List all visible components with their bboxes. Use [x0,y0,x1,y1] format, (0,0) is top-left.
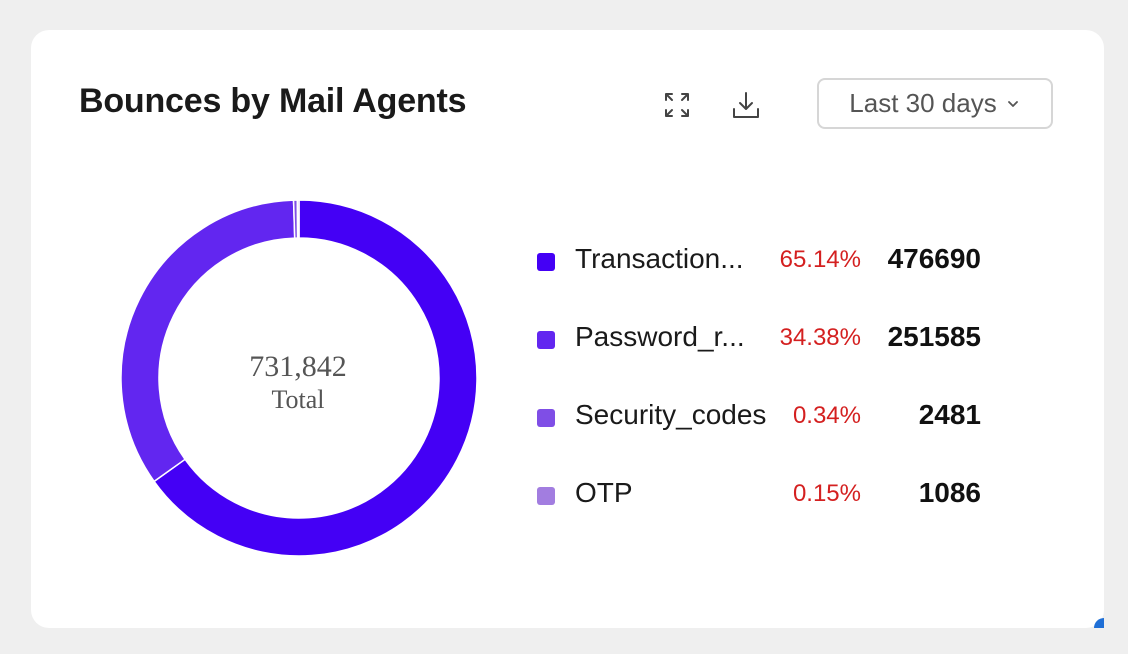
legend-item[interactable]: OTP 0.15% 1086 [537,471,981,549]
legend-name: OTP [575,477,633,508]
download-button[interactable] [726,85,766,125]
date-range-label: Last 30 days [849,88,997,118]
legend-percent: 0.15% [792,480,861,507]
donut-slice[interactable] [153,199,478,557]
chevron-down-icon [1007,97,1021,111]
legend-value: 476690 [887,243,981,274]
legend-swatch [537,253,555,271]
download-icon [733,92,759,118]
legend-percent: 65.14% [779,246,861,273]
donut-slice[interactable] [120,199,296,483]
chart-legend: Transaction... 65.14% 476690 Password_r... 3… [537,237,981,549]
legend-value: 1086 [918,477,981,508]
legend-swatch [537,487,555,505]
expand-button[interactable] [657,85,697,125]
legend-percent: 34.38% [779,324,861,351]
center-total-label: Total [271,385,324,414]
legend-percent: 0.34% [792,402,861,429]
donut-chart: 731,842 Total [120,199,478,557]
chart-card: Bounces by Mail Agents Last 30 days 731,… [31,30,1104,628]
corner-indicator [1094,618,1104,628]
legend-value: 2481 [918,399,981,430]
legend-item[interactable]: Transaction... 65.14% 476690 [537,237,981,315]
legend-item[interactable]: Security_codes 0.34% 2481 [537,393,981,471]
center-total-value: 731,842 [249,350,347,383]
chart-title: Bounces by Mail Agents [79,82,467,120]
date-range-select[interactable]: Last 30 days [817,78,1053,129]
legend-swatch [537,409,555,427]
legend-swatch [537,331,555,349]
expand-icon [665,93,689,117]
legend-item[interactable]: Password_r... 34.38% 251585 [537,315,981,393]
legend-name: Security_codes [575,399,767,430]
legend-value: 251585 [887,321,981,352]
legend-name: Password_r... [575,321,745,352]
donut-slice[interactable] [296,199,300,239]
legend-name: Transaction... [575,243,744,274]
